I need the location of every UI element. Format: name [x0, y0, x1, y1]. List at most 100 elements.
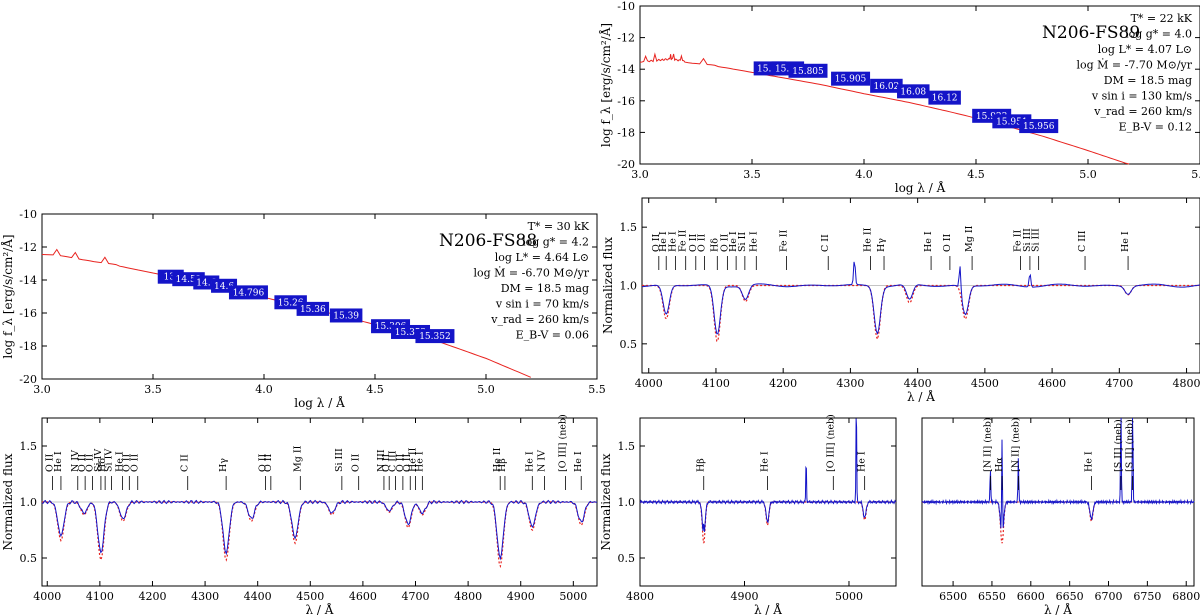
- line-id-label: O II: [85, 453, 96, 472]
- line-id-label: He II: [408, 447, 419, 472]
- line-id-label: O II: [651, 233, 662, 252]
- x-tick-label: 4600: [1038, 377, 1066, 390]
- y-axis-label: Normalized flux: [601, 237, 615, 334]
- photometry-label: 15.306: [375, 322, 407, 332]
- line-id-label: Si IV: [103, 449, 114, 472]
- observed-spectrum-line: [42, 499, 598, 561]
- line-id-label: Hα: [994, 457, 1005, 472]
- line-id-label: [N II] (neb): [1010, 417, 1021, 472]
- y-tick-label: -16: [19, 307, 37, 320]
- sed-fs89-frame: [639, 5, 1200, 165]
- line-id-label: He I: [728, 231, 739, 252]
- x-tick-label: 5.0: [1079, 168, 1097, 181]
- line-id-label: He I: [668, 231, 679, 252]
- line-id-label: He I: [923, 231, 934, 252]
- photometry-label: 15.352: [395, 328, 427, 338]
- y-tick-label: 1.5: [620, 221, 638, 234]
- model-sed-line: [41, 248, 531, 378]
- line-id-label: [O III] (neb): [557, 414, 568, 472]
- line-id-label: He II: [492, 447, 503, 472]
- photometry-box: [928, 90, 961, 105]
- photometry-box: [1019, 119, 1059, 134]
- line-id-label: Fe II: [1012, 230, 1023, 252]
- x-tick-label: 4600: [349, 590, 377, 603]
- x-tick-label: 6500: [939, 590, 967, 603]
- param-text: log Ṁ = -6.70 M⊙/yr: [473, 266, 589, 280]
- spec-fs89-blue-chart: 4000 4100 4200 4300 4400 4500 4600 4700 4800 0.5 1…: [601, 197, 1200, 404]
- line-id-label: N IV: [536, 450, 547, 472]
- line-id-label: He I: [658, 231, 669, 252]
- photometry-box: [831, 71, 871, 86]
- x-tick-label: 4000: [33, 590, 61, 603]
- model-spectrum-line: [42, 501, 597, 569]
- x-tick-label: 4500: [971, 377, 999, 390]
- y-tick-label: -10: [19, 208, 37, 221]
- photometry-label: 16.08: [900, 87, 926, 97]
- x-tick-label: 4900: [730, 590, 758, 603]
- x-axis-label: λ / Å: [907, 389, 935, 404]
- photometry-label: 13.: [164, 273, 178, 283]
- observed-spectrum-line: [639, 418, 897, 532]
- y-tick-label: -12: [617, 32, 635, 45]
- param-text: T* = 22 kK: [1131, 12, 1193, 25]
- x-tick-label: 3.5: [743, 168, 761, 181]
- param-text: DM = 18.5 mag: [501, 282, 589, 295]
- y-tick-label: 0.5: [20, 552, 38, 565]
- line-id-label: Fe II: [678, 230, 689, 252]
- y-axis-label: log f_λ [erg/s/cm²/Å]: [0, 234, 15, 358]
- line-id-label: Hγ: [218, 458, 229, 472]
- line-id-label: O II: [45, 453, 56, 472]
- photometry-label: 15.15: [757, 64, 783, 74]
- line-id-label: [O III] (neb): [825, 414, 836, 472]
- x-tick-label: 4400: [904, 377, 932, 390]
- x-tick-label: 4900: [507, 590, 535, 603]
- y-tick-label: -18: [617, 126, 635, 139]
- param-text: E_B-V = 0.06: [516, 329, 589, 342]
- line-id-label: O II: [351, 453, 362, 472]
- x-tick-label: 5.5: [1191, 168, 1200, 181]
- line-id-label: He I: [857, 451, 868, 472]
- line-id-label: He I: [1083, 451, 1094, 472]
- sed-fs88-frame: [41, 213, 598, 380]
- param-text: v sin i = 70 km/s: [495, 298, 589, 311]
- param-text: log Ṁ = -7.70 M⊙/yr: [1076, 58, 1192, 72]
- line-id-label: C III: [388, 450, 399, 472]
- line-id-label: O II: [77, 453, 88, 472]
- x-tick-label: 6550: [978, 590, 1006, 603]
- photometry-box: [228, 285, 268, 300]
- param-text: v_rad = 260 km/s: [1093, 105, 1192, 118]
- line-id-label: O II: [395, 453, 406, 472]
- photometry-box: [415, 329, 455, 344]
- x-axis-label: λ / Å: [754, 602, 782, 615]
- y-tick-label: -14: [19, 274, 37, 287]
- sed-fs88-chart: 3.0 3.5 4.0 4.5 5.0 5.5 -10 -12 -14 -16 -18 -20 log …: [0, 208, 606, 410]
- line-id-label: Hδ: [97, 458, 108, 472]
- photometry-label: 14.6: [214, 282, 234, 292]
- y-tick-label: -16: [617, 95, 635, 108]
- photometry-label: 15.26: [278, 298, 304, 308]
- line-id-label: O II: [697, 233, 708, 252]
- param-text: E_B-V = 0.12: [1119, 121, 1192, 134]
- x-tick-label: 4100: [702, 377, 730, 390]
- line-id-label: Hδ: [709, 238, 720, 252]
- line-id-label: O II: [942, 233, 953, 252]
- line-id-label: C II: [180, 454, 191, 472]
- star-title: N206-FS89: [1042, 23, 1140, 43]
- line-id-label: Hβ: [497, 458, 508, 472]
- y-tick-label: 1.5: [618, 440, 636, 453]
- y-tick-label: 1.5: [20, 440, 38, 453]
- y-tick-label: 1.0: [620, 280, 638, 293]
- x-tick-label: 4800: [454, 590, 482, 603]
- param-text: log g* = 4.2: [522, 236, 589, 249]
- photometry-box: [870, 78, 903, 93]
- line-id-label: N III: [376, 449, 387, 472]
- param-text: log g* = 4.0: [1125, 28, 1192, 41]
- x-tick-label: 4500: [296, 590, 324, 603]
- line-id-label: O II: [402, 453, 413, 472]
- observed-spectrum-line: [921, 417, 1195, 529]
- y-axis-label: Normalized flux: [1, 453, 15, 550]
- x-tick-label: 4200: [769, 377, 797, 390]
- param-text: v sin i = 130 km/s: [1091, 90, 1192, 103]
- line-id-label: He II: [863, 227, 874, 252]
